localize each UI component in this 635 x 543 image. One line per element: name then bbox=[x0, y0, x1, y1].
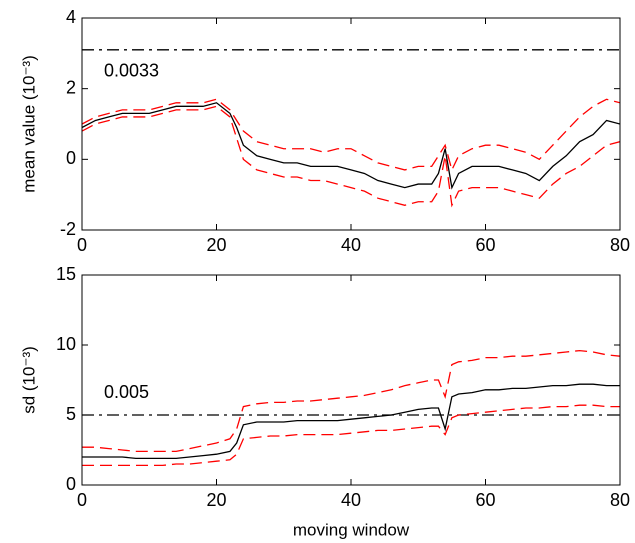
x-tick-label: 0 bbox=[77, 235, 87, 255]
axes-box bbox=[81, 274, 621, 486]
x-tick-label: 80 bbox=[610, 490, 630, 510]
plot-lines bbox=[82, 49, 620, 208]
series-line bbox=[82, 383, 620, 460]
series-line bbox=[82, 102, 620, 190]
plot-lines bbox=[82, 349, 620, 467]
y-tick-label: 4 bbox=[66, 7, 76, 27]
plot-area bbox=[82, 18, 620, 230]
x-tick-label: 80 bbox=[610, 235, 630, 255]
y-axis-label: sd (10⁻³) bbox=[19, 346, 38, 414]
x-tick-label: 60 bbox=[475, 235, 495, 255]
y-tick-label: -2 bbox=[60, 219, 76, 239]
x-tick-label: 20 bbox=[206, 490, 226, 510]
y-tick-label: 0 bbox=[66, 474, 76, 494]
x-tick-label: 40 bbox=[341, 235, 361, 255]
series-line bbox=[82, 98, 620, 172]
y-tick-label: 0 bbox=[66, 148, 76, 168]
series-line bbox=[82, 105, 620, 208]
y-tick-label: 10 bbox=[56, 334, 76, 354]
series-line bbox=[82, 404, 620, 467]
y-tick-label: 5 bbox=[66, 404, 76, 424]
x-tick-label: 20 bbox=[206, 235, 226, 255]
annotation: 0.0033 bbox=[104, 61, 159, 81]
axes-box bbox=[81, 17, 621, 231]
plot-area bbox=[82, 275, 620, 485]
x-tick-label: 0 bbox=[77, 490, 87, 510]
x-tick-label: 60 bbox=[475, 490, 495, 510]
series-line bbox=[82, 349, 620, 453]
x-tick-label: 40 bbox=[341, 490, 361, 510]
y-tick-label: 2 bbox=[66, 77, 76, 97]
annotation: 0.005 bbox=[104, 382, 149, 402]
y-tick-label: 15 bbox=[56, 264, 76, 284]
y-axis-label: mean value (10⁻³) bbox=[19, 55, 38, 192]
x-axis-label: moving window bbox=[293, 520, 410, 539]
